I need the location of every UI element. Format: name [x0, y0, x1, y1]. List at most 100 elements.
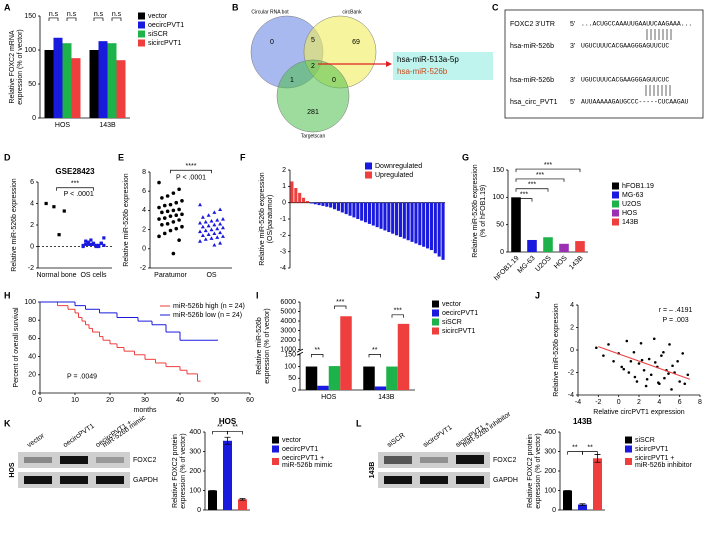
data-point [180, 212, 184, 217]
legend-label: siSCR [148, 31, 168, 38]
sequence-end: 3' [570, 43, 575, 50]
y-tick-label: 200 [544, 468, 556, 475]
y-tick-label: 3000 [280, 327, 296, 334]
sequence-name: hsa_circ_PVT1 [510, 99, 558, 106]
y-tick-label: 0 [292, 387, 296, 394]
error-bar [579, 503, 586, 506]
x-tick-label: -4 [575, 399, 581, 406]
data-point [212, 242, 217, 247]
legend-label: Upregulated [375, 172, 413, 179]
legend-swatch [612, 182, 619, 190]
legend-swatch [612, 191, 619, 199]
venn-set-label: circBank [342, 9, 362, 15]
bar [305, 366, 318, 390]
bar [302, 197, 306, 203]
bar [340, 316, 352, 390]
data-point [220, 225, 225, 230]
bar [298, 192, 302, 203]
data-point [629, 359, 633, 363]
data-point [200, 233, 205, 237]
panel-label: L [356, 418, 362, 428]
data-point [168, 228, 173, 233]
data-point [206, 232, 211, 236]
data-point [668, 343, 671, 346]
bar [356, 202, 360, 219]
venn-count: 5 [311, 37, 315, 44]
y-tick-label: 0 [500, 249, 504, 256]
blot-band [456, 476, 484, 484]
venn-set [276, 59, 350, 133]
data-point [160, 196, 164, 200]
legend-label: oecircPVT1 [442, 310, 478, 317]
x-tick-label: 40 [176, 397, 184, 404]
lane-label: siSCR [386, 432, 406, 449]
axis-break [297, 350, 303, 355]
y-tick-label: 2 [570, 324, 574, 331]
x-tick-label: hFOB1.19 [493, 255, 521, 283]
significance-bracket [391, 314, 404, 318]
y-axis-label: Relative miR-526b expression [123, 173, 130, 266]
y-tick-label: 4 [30, 200, 34, 207]
legend-label: U2OS [622, 201, 641, 208]
y-tick-label: 0 [32, 390, 36, 397]
bar [379, 202, 383, 229]
data-point [174, 226, 179, 231]
annotation: ** [217, 424, 223, 431]
data-point [91, 241, 96, 245]
venn-set-label: Circular RNA bot [251, 9, 289, 15]
legend-swatch [625, 436, 632, 444]
bar [333, 202, 337, 210]
annotation: ** [372, 347, 378, 354]
significance-bracket [212, 430, 228, 435]
legend-swatch [432, 318, 439, 326]
y-axis-label: expression (% of vector) [535, 433, 542, 508]
data-point [632, 350, 636, 354]
panel-label: H [4, 290, 11, 300]
y-axis-label: expression (% of vector) [17, 29, 24, 104]
data-point [622, 367, 626, 371]
legend-swatch [432, 327, 439, 335]
bar [344, 202, 348, 215]
data-point [209, 227, 214, 232]
y-tick-label: -1 [280, 216, 286, 223]
venn-diagram: Circular RNA bot circBank Targetscan 0 6… [250, 9, 493, 139]
data-point [218, 230, 223, 235]
significance-bracket [334, 305, 347, 309]
legend-swatch [138, 12, 145, 20]
lane-label: sicircPVT1 [422, 424, 454, 449]
sequence: ...ACUGCCAAAUUGAAUUCAAGAAA... [581, 21, 692, 28]
bar [402, 202, 406, 239]
sequence-box [504, 9, 704, 119]
result-box [393, 52, 493, 80]
data-point [157, 180, 161, 185]
western-blot: FOXC2 GAPDH HOS FOXC2 GAPDH 143B [9, 452, 518, 488]
data-point [212, 222, 217, 227]
lane-label: miR-526b mimic [102, 414, 148, 449]
legend-swatch [365, 162, 372, 170]
data-point [667, 372, 670, 375]
bar [336, 202, 340, 211]
significance-bracket [93, 17, 104, 21]
y-tick-label: 80 [28, 317, 36, 324]
y-tick-label: 8 [142, 169, 146, 176]
data-point [215, 235, 220, 239]
bar [317, 202, 321, 206]
data-point [218, 207, 223, 212]
significance-bracket [56, 187, 94, 191]
legend-label: vector [148, 13, 168, 20]
significance-bracket [515, 198, 533, 202]
data-point [97, 244, 101, 249]
data-point [84, 239, 88, 243]
data-point [212, 210, 217, 214]
data-point [200, 215, 205, 219]
y-axis-label: Relative FOXC2 mRNA [9, 30, 16, 103]
x-tick-label: 6 [678, 399, 682, 406]
x-tick-label: HOS [553, 255, 569, 271]
legend-swatch [612, 209, 619, 217]
data-point [212, 231, 217, 236]
data-point [663, 376, 666, 380]
venn-count: 0 [270, 39, 274, 46]
x-tick-label: U2OS [534, 255, 553, 274]
bar [360, 202, 364, 221]
data-point [649, 373, 653, 377]
